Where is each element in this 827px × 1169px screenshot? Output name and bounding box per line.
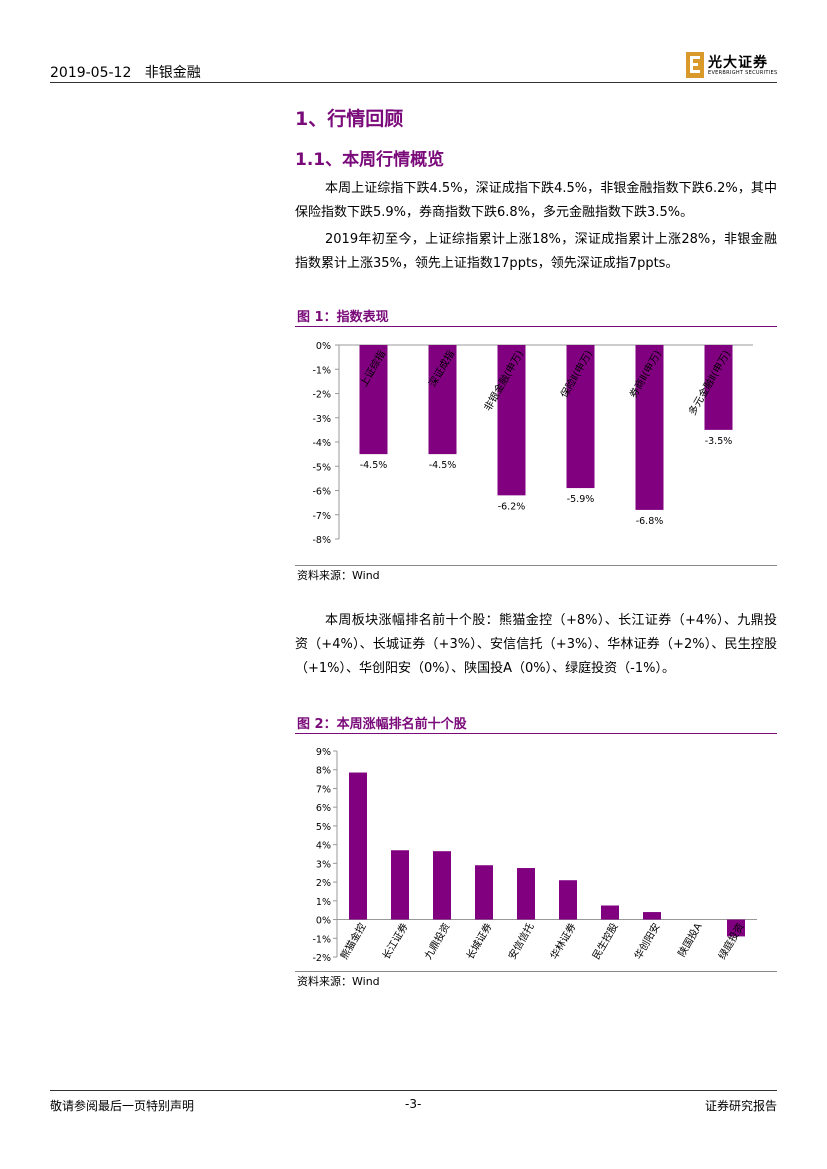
y-tick-label: 4% — [316, 841, 331, 852]
everbright-logo-icon — [686, 52, 704, 78]
paragraph-weekly-summary: 本周上证综指下跌4.5%，深证成指下跌4.5%，非银金融指数下跌6.2%，其中保… — [295, 181, 777, 220]
data-label: -4.5% — [360, 460, 388, 471]
bar — [349, 772, 367, 920]
y-tick-label: -7% — [313, 511, 332, 522]
subsection-heading: 1.1、本周行情概览 — [295, 150, 445, 170]
y-tick-label: -8% — [313, 535, 332, 546]
footer-page-number: -3- — [405, 1097, 422, 1111]
category-label: 安信信托 — [505, 921, 536, 962]
bar — [497, 345, 526, 496]
bar — [428, 345, 457, 455]
y-tick-label: -4% — [313, 438, 332, 449]
figure2-top-rule — [295, 733, 777, 734]
y-tick-label: -1% — [313, 934, 332, 945]
header-date: 2019-05-12 — [50, 65, 132, 81]
y-tick-label: -3% — [313, 414, 332, 425]
category-label: 民生控股 — [589, 921, 620, 962]
data-label: -6.8% — [636, 516, 664, 527]
y-tick-label: 0% — [316, 916, 331, 927]
y-tick-label: 0% — [316, 341, 331, 352]
bar — [643, 912, 661, 920]
y-tick-label: -2% — [313, 953, 332, 964]
figure1-chart: 0%-1%-2%-3%-4%-5%-6%-7%-8%-4.5%上证综指-4.5%… — [313, 341, 753, 546]
logo-name-cn: 光大证券 — [708, 55, 768, 71]
y-tick-label: 9% — [316, 747, 331, 758]
figure2-bottom-rule — [295, 971, 777, 972]
header-rule — [50, 82, 777, 83]
y-tick-label: 1% — [316, 897, 331, 908]
y-tick-label: 8% — [316, 766, 331, 777]
bar — [433, 851, 451, 920]
bar — [635, 345, 664, 510]
figure1-top-rule — [295, 326, 777, 327]
bar — [704, 345, 733, 430]
category-label: 华林证券 — [547, 921, 578, 962]
data-label: -6.2% — [498, 501, 526, 512]
bar — [517, 868, 535, 920]
category-label: 熊猫金控 — [337, 921, 368, 962]
category-label: 九鼎投资 — [421, 921, 452, 962]
figure1-bottom-rule — [295, 565, 777, 566]
bar — [727, 919, 745, 937]
header-sector: 非银金融 — [144, 65, 201, 81]
y-tick-label: -1% — [313, 365, 332, 376]
footer-disclaimer: 敬请参阅最后一页特别声明 — [50, 1099, 195, 1113]
y-tick-label: -6% — [313, 487, 332, 498]
paragraph-top-gainers: 本周板块涨幅排名前十个股：熊猫金控（+8%）、长江证券（+4%）、九鼎投资（+4… — [295, 613, 777, 676]
data-label: -5.9% — [567, 494, 595, 505]
figure2-source: 资料来源：Wind — [297, 975, 380, 988]
figure1-title: 图 1：指数表现 — [297, 310, 389, 325]
y-tick-label: -2% — [313, 390, 332, 401]
section-heading: 1、行情回顾 — [295, 108, 404, 130]
y-tick-label: -5% — [313, 462, 332, 473]
logo-name-en: EVERBRIGHT SECURITIES — [708, 70, 778, 76]
y-tick-label: 7% — [316, 784, 331, 795]
bar — [475, 865, 493, 920]
bar — [559, 880, 577, 920]
y-tick-label: 3% — [316, 859, 331, 870]
bar — [601, 905, 619, 920]
footer-doc-type: 证券研究报告 — [704, 1099, 777, 1113]
bar — [391, 850, 409, 920]
paragraph-ytd-summary: 2019年初至今，上证综指累计上涨18%，深证成指累计上涨28%，非银金融指数累… — [295, 232, 777, 271]
y-tick-label: 6% — [316, 803, 331, 814]
y-tick-label: 2% — [316, 878, 331, 889]
figure2-chart: 9% 8% 7% 6% 5% 4% 3% 2% 1% 0% -1% -2% 熊猫金控 长江证券 九鼎投资 长城… — [313, 747, 757, 964]
figure1-source: 资料来源：Wind — [297, 569, 380, 582]
category-label: 长江证券 — [379, 921, 410, 962]
bar — [566, 345, 595, 489]
header-date-sector: 2019-05-12 非银金融 — [50, 62, 201, 82]
footer-rule — [50, 1090, 777, 1091]
data-label: -3.5% — [705, 436, 733, 447]
data-label: -4.5% — [429, 460, 457, 471]
figure2-title: 图 2：本周涨幅排名前十个股 — [297, 717, 467, 732]
category-label: 陕国投A — [675, 920, 705, 959]
bar — [359, 345, 388, 455]
category-label: 长城证券 — [463, 921, 494, 962]
category-label: 华创阳安 — [631, 921, 662, 962]
y-tick-label: 5% — [316, 822, 331, 833]
